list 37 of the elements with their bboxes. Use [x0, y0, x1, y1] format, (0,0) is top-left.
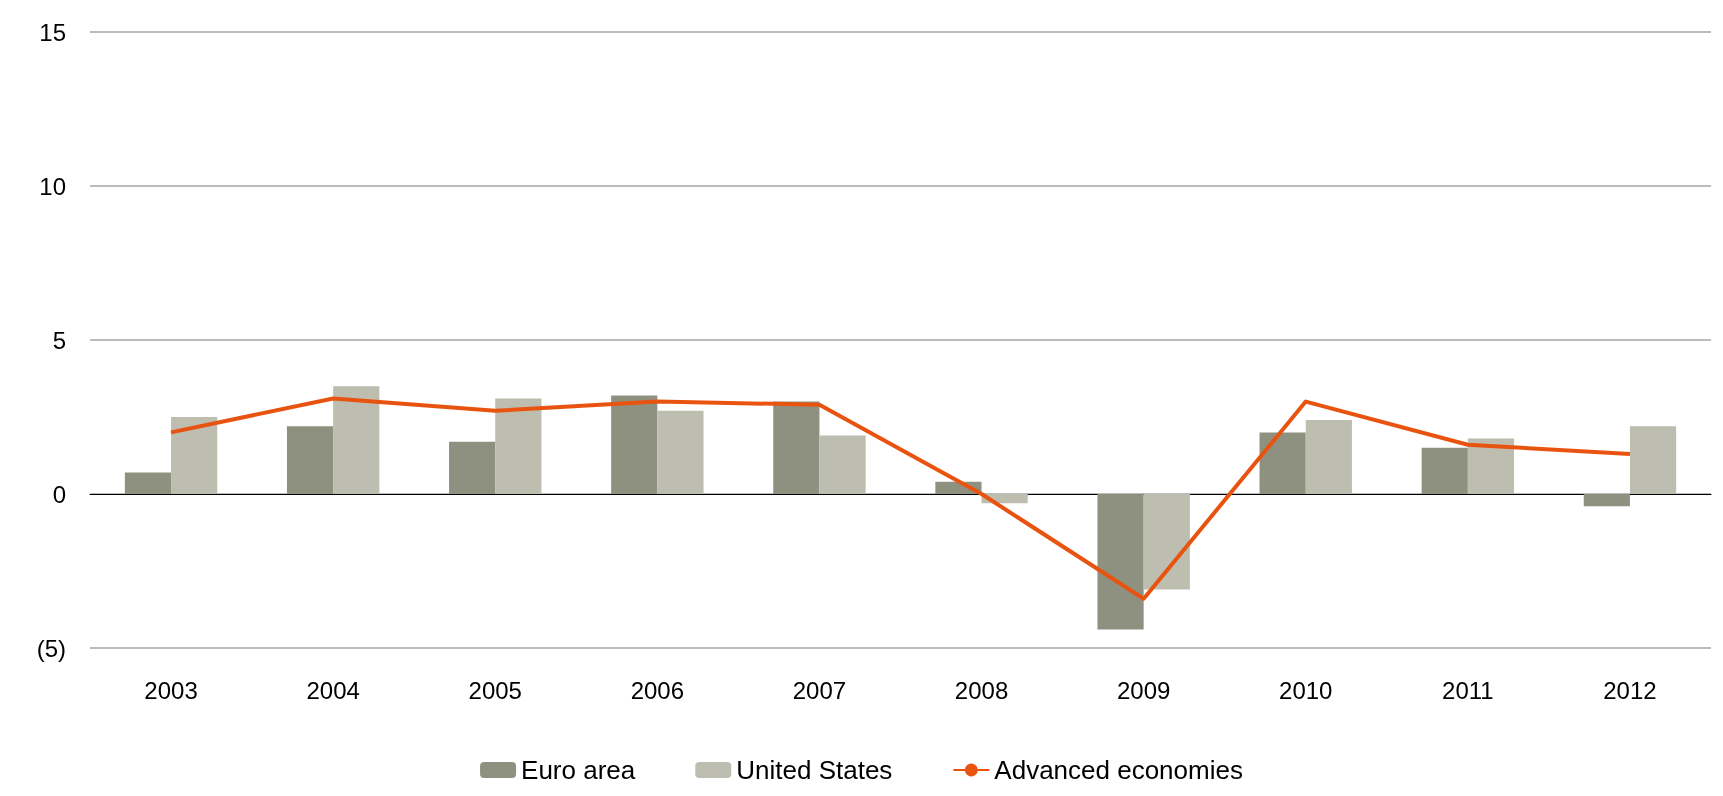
bar [1143, 494, 1190, 590]
y-tick-label: 10 [39, 172, 66, 200]
bar [1097, 494, 1144, 630]
bar [819, 435, 866, 494]
bar [1305, 420, 1352, 494]
x-tick-label: 2008 [954, 676, 1009, 704]
legend-label: Euro area [521, 755, 636, 785]
y-tick-label: (5) [36, 634, 66, 662]
bar [495, 398, 542, 494]
bar [1583, 494, 1630, 507]
bar [1629, 426, 1677, 494]
x-tick-label: 2007 [792, 676, 847, 704]
bar [1259, 432, 1306, 494]
x-tick-label: 2006 [630, 676, 685, 704]
x-tick-label: 2003 [144, 676, 198, 704]
legend-label: Advanced economies [994, 755, 1243, 785]
bar [286, 426, 334, 494]
legend-label: United States [736, 755, 893, 785]
x-tick-label: 2004 [306, 676, 360, 704]
line-series [169, 396, 1632, 601]
x-tick-label: 2010 [1279, 676, 1333, 704]
x-tick-label: 2012 [1603, 676, 1657, 704]
bar [773, 401, 820, 494]
bar [333, 386, 380, 494]
bar [1467, 438, 1515, 494]
x-tick-label: 2005 [468, 676, 522, 704]
y-tick-label: 0 [52, 480, 66, 508]
bar [449, 441, 496, 494]
y-tick-label: 5 [52, 326, 66, 354]
bar [1421, 447, 1468, 494]
bar [124, 472, 172, 494]
y-tick-label: 15 [39, 18, 66, 46]
x-tick-label: 2009 [1116, 676, 1171, 704]
bar [657, 410, 704, 494]
bar [611, 395, 658, 494]
x-tick-label: 2011 [1442, 676, 1494, 704]
bar [171, 417, 218, 494]
